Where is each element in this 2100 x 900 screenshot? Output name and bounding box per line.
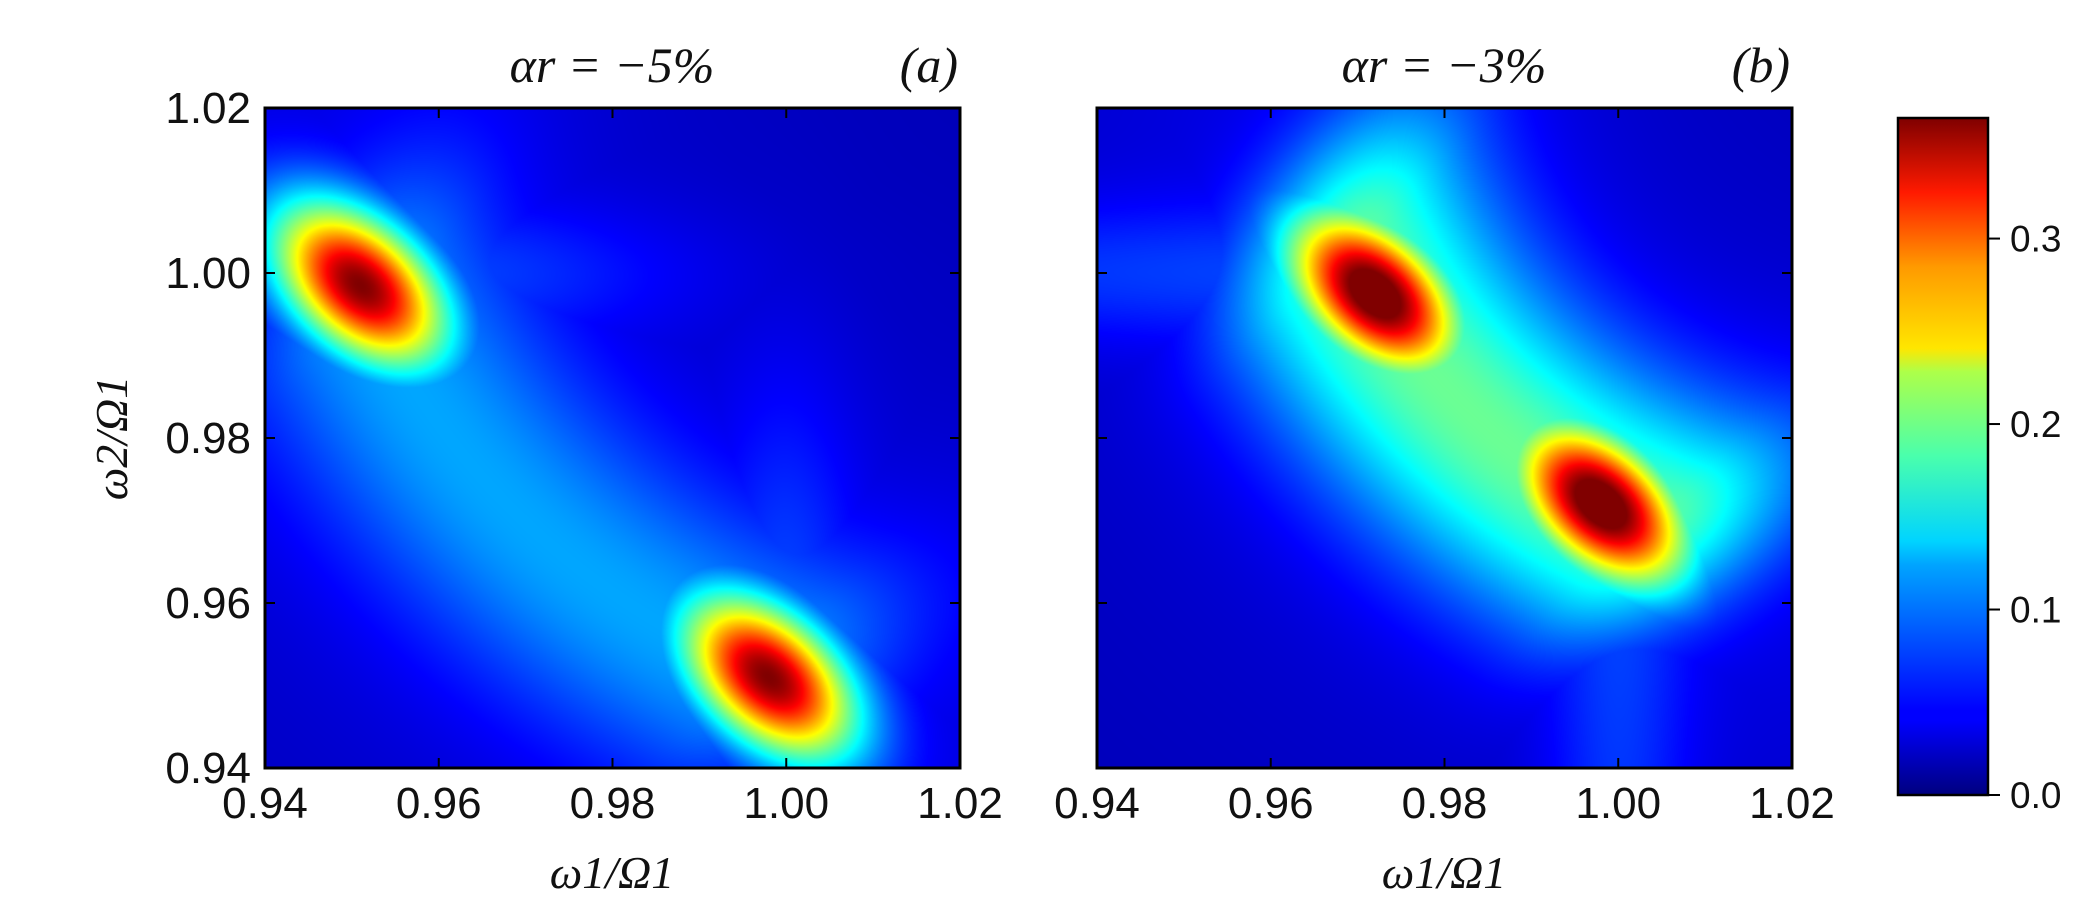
x-axis-title-a: ω1/Ω1: [550, 847, 675, 898]
tick-marks-b: [1096, 107, 1793, 769]
x-tick-label: 0.96: [1228, 779, 1314, 828]
x-tick-label: 0.98: [570, 779, 656, 828]
panel-a: 0.94 0.96 0.98 1.00 1.02 0.94 0.96 0.98 1.00 1.0…: [86, 37, 1003, 898]
colorbar-gradient: [1898, 118, 1988, 795]
y-tick-label: 0.96: [165, 579, 251, 628]
x-tick-label: 1.02: [917, 779, 1003, 828]
x-tick-label: 0.94: [1054, 779, 1140, 828]
colorbar-ticks: 0.0 0.1 0.2 0.3: [1988, 219, 2061, 816]
colorbar-tick-label: 0.3: [2010, 219, 2061, 260]
x-axis-title-b: ω1/Ω1: [1382, 847, 1507, 898]
x-tick-label: 0.98: [1402, 779, 1488, 828]
panel-title-b: αr = −3%: [1342, 37, 1547, 93]
colorbar-tick-label: 0.2: [2010, 404, 2061, 445]
x-tick-labels-a: 0.94 0.96 0.98 1.00 1.02: [222, 779, 1003, 828]
y-axis-title-a: ω2/Ω1: [86, 376, 137, 501]
y-tick-label: 1.02: [165, 84, 251, 133]
x-tick-label: 0.94: [222, 779, 308, 828]
tick-marks-a: [264, 107, 961, 769]
colorbar-tick-label: 0.0: [2010, 775, 2061, 816]
panel-label-b: (b): [1732, 37, 1790, 93]
x-tick-label: 1.00: [1575, 779, 1661, 828]
x-tick-label: 0.96: [396, 779, 482, 828]
heatmap-a-image: [265, 108, 960, 768]
panel-b: 0.94 0.96 0.98 1.00 1.02 αr = −3% (b) ω1/Ω1: [1054, 37, 1835, 898]
colorbar-frame: [1896, 116, 1990, 797]
y-tick-label: 1.00: [165, 249, 251, 298]
heatmap-b-image: [1097, 108, 1792, 768]
colorbar-tick-label: 0.1: [2010, 590, 2061, 631]
y-tick-labels-a: 0.94 0.96 0.98 1.00 1.02: [165, 84, 251, 793]
x-tick-label: 1.00: [743, 779, 829, 828]
panel-title-a: αr = −5%: [510, 37, 715, 93]
colorbar: 0.0 0.1 0.2 0.3: [1896, 116, 2061, 816]
x-tick-labels-b: 0.94 0.96 0.98 1.00 1.02: [1054, 779, 1835, 828]
x-tick-label: 1.02: [1749, 779, 1835, 828]
y-tick-label: 0.98: [165, 414, 251, 463]
y-tick-label: 0.94: [165, 744, 251, 793]
panel-label-a: (a): [900, 37, 958, 93]
